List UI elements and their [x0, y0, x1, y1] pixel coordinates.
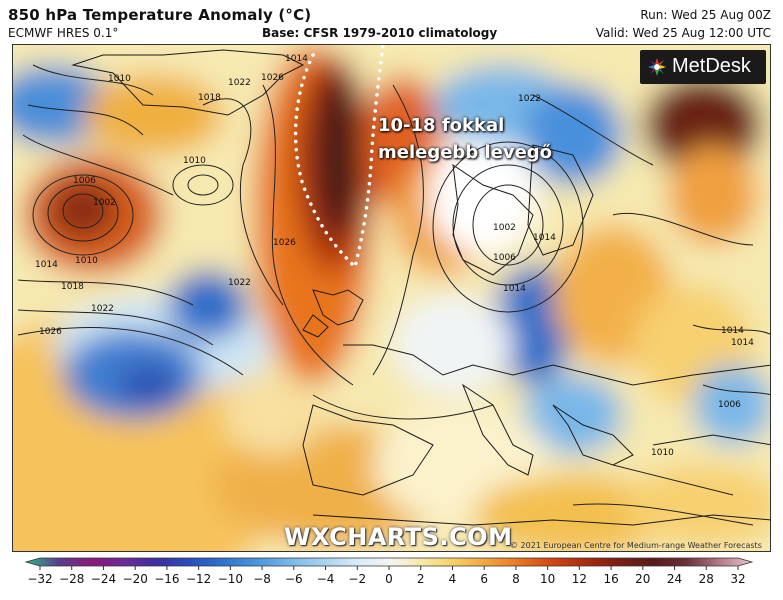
- metdesk-logo: MetDesk: [640, 50, 766, 84]
- colorbar-tick-label: −24: [91, 572, 116, 586]
- colorbar-tick-label: −28: [59, 572, 84, 586]
- colorbar-tick-label: 12: [572, 572, 587, 586]
- colorbar-tick-label: 24: [667, 572, 682, 586]
- isobar-label: 1006: [493, 253, 516, 263]
- colorbar-tick-label: 4: [449, 572, 457, 586]
- colorbar-svg: −32 −28 −24 −20 −16 −12 −10 −8 −6 −4 −2 0 2 4 6 8 10 12 16…: [24, 557, 754, 586]
- isobars: [17, 64, 770, 526]
- isobar-label: 1018: [61, 282, 84, 292]
- isobar-label: 1010: [75, 256, 98, 266]
- colorbar-tick-label: 32: [730, 572, 745, 586]
- metdesk-logo-text: MetDesk: [672, 55, 751, 77]
- isobar-label: 1010: [651, 448, 674, 458]
- colorbar-ramp: [24, 557, 754, 567]
- map-svg: 1010 1018 1022 1026 1014 1010 1006 1002 …: [13, 45, 770, 551]
- colorbar-tick-label: 28: [699, 572, 714, 586]
- colorbar-tick-label: −6: [285, 572, 303, 586]
- temperature-field: [13, 45, 770, 551]
- colorbar-tick-label: 2: [417, 572, 425, 586]
- base-climatology-label: Base: CFSR 1979-2010 climatology: [262, 26, 498, 40]
- colorbar-tick-label: 6: [480, 572, 488, 586]
- isobar-label: 1022: [91, 304, 114, 314]
- warm-air-annotation: 10-18 fokkal melegebb levegő: [378, 112, 552, 166]
- isobar-label: 1026: [39, 327, 62, 337]
- annotation-line-1: 10-18 fokkal: [378, 115, 505, 136]
- annotation-line-2: melegebb levegő: [378, 142, 553, 163]
- isobar-label: 1014: [533, 233, 556, 243]
- isobar-label: 1014: [731, 338, 754, 348]
- colorbar-tick-label: 20: [635, 572, 650, 586]
- isobar-label: 1014: [721, 326, 744, 336]
- wxcharts-watermark: WXCHARTS.COM: [284, 523, 513, 551]
- isobar-label: 1006: [73, 176, 96, 186]
- isobar-label: 1018: [198, 93, 221, 103]
- isobar-label: 1022: [228, 278, 251, 288]
- isobar-label: 1014: [35, 260, 58, 270]
- colorbar-tick-label: −10: [218, 572, 243, 586]
- warm-air-outline: [293, 45, 385, 271]
- isobar-label: 1022: [518, 94, 541, 104]
- isobar-label: 1006: [718, 400, 741, 410]
- chart-title: 850 hPa Temperature Anomaly (°C): [8, 6, 312, 24]
- colorbar-tick-label: −2: [348, 572, 366, 586]
- isobar-label: 1010: [183, 156, 206, 166]
- run-time-label: Run: Wed 25 Aug 00Z: [640, 8, 771, 22]
- land-outlines: [71, 49, 770, 526]
- anomaly-map: 1010 1018 1022 1026 1014 1010 1006 1002 …: [12, 44, 771, 552]
- colorbar-tick-label: 16: [603, 572, 618, 586]
- colorbar-tick-label: −16: [154, 572, 179, 586]
- colorbar: −32 −28 −24 −20 −16 −12 −10 −8 −6 −4 −2 0 2 4 6 8 10 12 16…: [0, 552, 783, 600]
- isobar-label: 1022: [228, 78, 251, 88]
- colorbar-tick-label: 8: [512, 572, 520, 586]
- colorbar-tick-label: −12: [186, 572, 211, 586]
- colorbar-tick-label: 10: [540, 572, 555, 586]
- isobar-label: 1014: [285, 54, 308, 64]
- isobar-label: 1002: [93, 198, 116, 208]
- isobar-label: 1014: [503, 284, 526, 294]
- header: 850 hPa Temperature Anomaly (°C) ECMWF H…: [0, 0, 783, 44]
- colorbar-tick-label: −32: [27, 572, 52, 586]
- isobar-label: 1026: [273, 238, 296, 248]
- isobar-label: 1002: [493, 223, 516, 233]
- valid-time-label: Valid: Wed 25 Aug 12:00 UTC: [595, 26, 771, 40]
- model-label: ECMWF HRES 0.1°: [8, 26, 119, 40]
- isobar-label: 1026: [261, 73, 284, 83]
- metdesk-logo-icon: [648, 58, 666, 76]
- colorbar-tick-label: 0: [385, 572, 393, 586]
- isobar-labels: 1010 1018 1022 1026 1014 1010 1006 1002 …: [35, 54, 754, 458]
- colorbar-tick-label: −8: [253, 572, 271, 586]
- colorbar-tick-label: −20: [123, 572, 148, 586]
- colorbar-tick-label: −4: [317, 572, 335, 586]
- isobar-label: 1010: [108, 74, 131, 84]
